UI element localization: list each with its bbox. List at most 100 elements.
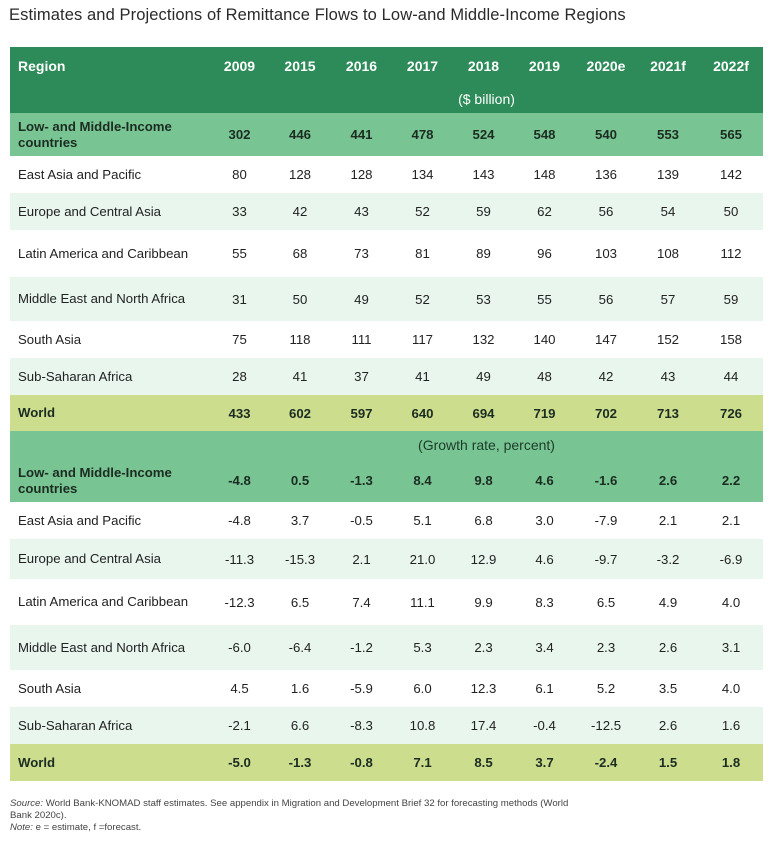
value-cell: 1.5 <box>658 755 678 770</box>
value-cell: 33 <box>232 204 247 219</box>
value-cell: 8.4 <box>413 473 432 488</box>
value-cell: 56 <box>598 204 614 219</box>
value-cell: 28 <box>232 369 247 384</box>
value-cell: -2.4 <box>594 755 618 770</box>
region-cell: Low- and Middle-Income countries <box>18 118 172 150</box>
growth-label: (Growth rate, percent) <box>418 437 555 453</box>
value-cell: 59 <box>476 204 491 219</box>
world-row: World 433 602 597 640 694 719 702 713 726 <box>10 395 763 431</box>
value-cell: 48 <box>537 369 552 384</box>
value-cell: 433 <box>228 405 251 421</box>
value-cell: 142 <box>719 167 742 182</box>
table-row: Middle East and North Africa 31 50 49 52 53 55… <box>10 277 763 321</box>
value-cell: 1.6 <box>721 718 741 733</box>
value-cell: 3.7 <box>535 755 554 770</box>
table-row: Sub-Saharan Africa -2.1 6.6 -8.3 10.8 17.4 -0.… <box>10 707 763 744</box>
table-title: Estimates and Projections of Remittance … <box>9 6 626 24</box>
world-row: World -5.0 -1.3 -0.8 7.1 8.5 3.7 -2.4 1.5 1.8 <box>10 744 763 781</box>
value-cell: -9.7 <box>594 551 618 567</box>
value-cell: 50 <box>723 204 739 219</box>
remittance-table: Region 2009 2015 2016 2017 2018 2019 202… <box>10 47 763 781</box>
value-cell: 21.0 <box>409 551 436 567</box>
year-header: 2017 <box>406 58 439 74</box>
value-cell: 148 <box>533 167 556 182</box>
value-cell: 8.3 <box>535 594 554 610</box>
value-cell: 147 <box>594 332 617 347</box>
value-cell: -6.9 <box>719 551 743 567</box>
region-cell: Low- and Middle-Income countries <box>18 464 172 496</box>
value-cell: 7.4 <box>352 594 371 610</box>
value-cell: -0.8 <box>350 755 373 770</box>
region-cell: Sub-Saharan Africa <box>18 368 133 384</box>
value-cell: 1.8 <box>721 755 741 770</box>
region-cell: Latin America and Caribbean <box>18 594 189 609</box>
table-row: South Asia 4.5 1.6 -5.9 6.0 12.3 6.1 5.2 3.5 4.0 <box>10 670 763 707</box>
value-cell: 694 <box>472 405 495 421</box>
value-cell: 1.6 <box>290 681 310 696</box>
value-cell: 62 <box>537 204 552 219</box>
value-cell: 2.1 <box>721 513 741 528</box>
value-cell: -1.6 <box>594 473 618 488</box>
value-cell: 0.5 <box>290 473 310 488</box>
value-cell: 5.3 <box>413 640 432 655</box>
value-cell: 80 <box>232 167 247 182</box>
value-cell: 140 <box>533 332 556 347</box>
value-cell: 57 <box>660 291 676 307</box>
value-cell: 31 <box>232 291 247 307</box>
value-cell: 548 <box>533 127 556 142</box>
value-cell: 43 <box>354 204 369 219</box>
value-cell: 54 <box>660 204 676 219</box>
value-cell: 52 <box>415 291 430 307</box>
value-cell: 2.6 <box>658 473 678 488</box>
value-cell: 6.1 <box>535 681 554 696</box>
value-cell: -1.2 <box>350 640 373 655</box>
value-cell: 96 <box>537 246 552 261</box>
value-cell: 139 <box>656 167 679 182</box>
value-cell: 446 <box>288 127 311 142</box>
value-cell: 37 <box>354 369 369 384</box>
value-cell: 3.5 <box>658 681 678 696</box>
value-cell: -6.4 <box>288 640 312 655</box>
growth-label-row: (Growth rate, percent) <box>10 431 763 459</box>
value-cell: 441 <box>350 127 373 142</box>
year-header: 2015 <box>284 58 316 74</box>
note-text: e = estimate, f =forecast. <box>32 822 142 833</box>
table-row: Europe and Central Asia 33 42 43 52 59 62 56 54 5… <box>10 193 763 230</box>
value-cell: 2.6 <box>658 718 678 733</box>
value-cell: 6.6 <box>290 718 310 733</box>
value-cell: 44 <box>723 369 739 384</box>
value-cell: 2.2 <box>721 473 741 488</box>
value-cell: 75 <box>232 332 247 347</box>
table-row: Sub-Saharan Africa 28 41 37 41 49 48 42 43 44 <box>10 358 763 395</box>
region-cell: World <box>18 405 56 420</box>
value-cell: 640 <box>411 405 434 421</box>
value-cell: 132 <box>472 332 495 347</box>
value-cell: -4.8 <box>228 513 251 528</box>
value-cell: 6.5 <box>596 594 616 610</box>
value-cell: 524 <box>472 127 495 142</box>
value-cell: -12.3 <box>224 594 255 610</box>
region-column-header: Region <box>18 58 66 74</box>
value-cell: 4.6 <box>535 473 554 488</box>
value-cell: 3.0 <box>535 513 554 528</box>
region-cell: Latin America and Caribbean <box>18 245 189 261</box>
value-cell: -2.1 <box>228 718 251 733</box>
value-cell: 43 <box>660 369 676 384</box>
region-cell: Middle East and North Africa <box>18 291 186 306</box>
value-cell: -0.4 <box>533 718 556 733</box>
units-label: ($ billion) <box>458 91 515 107</box>
value-cell: 128 <box>350 167 373 182</box>
value-cell: 53 <box>476 291 491 307</box>
value-cell: 55 <box>232 246 247 261</box>
table-row: Latin America and Caribbean -12.3 6.5 7.4 11… <box>10 579 763 625</box>
value-cell: 50 <box>292 291 308 307</box>
value-cell: -8.3 <box>350 718 373 733</box>
value-cell: 41 <box>415 369 430 384</box>
value-cell: 5.2 <box>596 681 616 696</box>
value-cell: 602 <box>288 405 311 421</box>
value-cell: 12.9 <box>470 551 497 567</box>
source-text-continued: Bank 2020c). <box>10 810 67 821</box>
value-cell: 2.6 <box>658 640 678 655</box>
year-header: 2016 <box>345 58 378 74</box>
value-cell: 108 <box>656 246 679 261</box>
